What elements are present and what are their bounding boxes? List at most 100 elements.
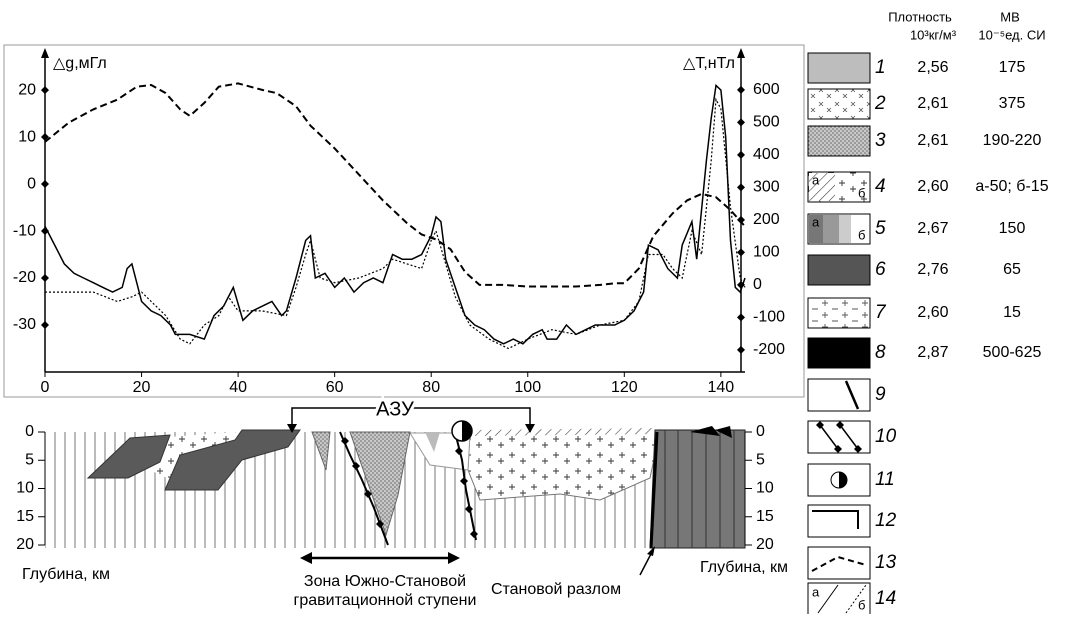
legend-header: Плотность — [888, 9, 952, 24]
y-axis-label: △g,мГл — [53, 55, 107, 72]
y-tick — [41, 321, 49, 330]
swatch-part — [839, 424, 859, 450]
y-tick — [41, 180, 49, 189]
depth-tick-label: 5 — [25, 451, 34, 468]
legend-mv: 500-625 — [983, 344, 1042, 361]
axis-arrow — [41, 48, 49, 58]
depth-label: Глубина, км — [22, 566, 110, 583]
swatch-part — [839, 215, 851, 243]
legend-item: 10 — [807, 420, 897, 454]
x-tick-label: 120 — [611, 379, 638, 396]
swatch-part — [844, 380, 860, 410]
legend-header: МВ — [1000, 9, 1020, 24]
legend-mv: 190-220 — [983, 132, 1042, 149]
legend-swatch — [807, 88, 871, 120]
y2-tick-label: 100 — [753, 244, 780, 261]
legend-number: 5 — [875, 218, 886, 239]
legend-number: 1 — [875, 57, 886, 78]
x-tick-label: 20 — [133, 379, 151, 396]
swatch-sublabel: б — [858, 597, 865, 612]
y2-tick-label: 200 — [753, 211, 780, 228]
legend-number: 13 — [875, 552, 897, 573]
swatch-part — [812, 510, 859, 529]
swatch-part — [854, 445, 862, 453]
swatch-sublabel: а — [812, 172, 820, 187]
swatch-sublabel: а — [812, 214, 820, 229]
zone-label: гравитационной ступени — [294, 592, 477, 609]
legend-number: 14 — [875, 588, 896, 609]
depth-tick-label: 0 — [25, 423, 34, 440]
y2-tick — [737, 118, 745, 127]
legend-mv: 15 — [1003, 304, 1021, 321]
y-tick-label: 20 — [18, 81, 36, 98]
legend-item: 1 2,56 175 — [807, 52, 1026, 84]
legend-density: 2,87 — [917, 344, 948, 361]
y-tick-label: -10 — [13, 222, 36, 239]
legend-swatch — [807, 337, 871, 369]
legend-number: 11 — [875, 469, 895, 490]
legend-swatch — [807, 582, 871, 616]
cross-section — [45, 407, 746, 576]
y2-tick-label: -100 — [753, 309, 785, 326]
legend-number: 3 — [875, 130, 886, 151]
legend-density: 2,67 — [917, 220, 948, 237]
fault-label: Становой разлом — [491, 581, 621, 598]
legend-number: 8 — [875, 342, 886, 363]
legend-number: 12 — [875, 510, 897, 531]
x-tick-label: 80 — [422, 379, 440, 396]
swatch-part — [809, 215, 823, 243]
legend-mv: 150 — [999, 220, 1026, 237]
y2-tick — [737, 345, 745, 354]
y-tick-label: 10 — [18, 128, 36, 145]
legend-item: 13 — [807, 546, 897, 580]
y2-tick — [737, 215, 745, 224]
legend-number: 6 — [875, 259, 886, 280]
depth-tick-label: 15 — [756, 508, 774, 525]
legend-number: 10 — [875, 426, 897, 447]
legend-mv: 175 — [999, 59, 1026, 76]
y2-tick — [737, 85, 745, 94]
y2-tick — [737, 248, 745, 257]
swatch-sublabel: б — [858, 185, 865, 200]
legend-swatch — [807, 254, 871, 286]
legend-density: 2,61 — [917, 132, 948, 149]
legend-swatch — [807, 504, 871, 538]
y2-tick-label: 300 — [753, 179, 780, 196]
legend-mv: а-50; б-15 — [975, 178, 1048, 195]
legend-swatch — [807, 378, 871, 412]
series-line — [44, 82, 746, 288]
y-tick-label: -30 — [13, 316, 36, 333]
axis-arrow — [737, 48, 745, 58]
azu-label: АЗУ — [376, 398, 414, 420]
y-tick-label: -20 — [13, 269, 36, 286]
y2-tick — [737, 183, 745, 192]
swatch-part — [834, 445, 842, 453]
y-tick-label: 0 — [27, 175, 36, 192]
legend-mv: 375 — [999, 95, 1026, 112]
depth-tick-label: 20 — [16, 536, 34, 553]
swatch-sublabel: а — [812, 584, 820, 599]
legend-density: 2,60 — [917, 304, 948, 321]
legend-swatch — [807, 52, 871, 84]
x-tick-label: 0 — [41, 379, 50, 396]
y2-tick-label: -200 — [753, 341, 785, 358]
swatch-part — [839, 472, 847, 488]
legend-item: а б 14 — [807, 582, 896, 616]
legend-swatch — [807, 125, 871, 157]
legend-item: 3 2,61 190-220 — [807, 125, 1042, 157]
depth-tick-label: 0 — [756, 423, 765, 440]
legend-density: 2,60 — [917, 178, 948, 195]
legend-item: 7 2,60 15 — [807, 297, 1021, 329]
depth-tick-label: 5 — [756, 451, 765, 468]
x-tick-label: 40 — [229, 379, 247, 396]
legend-swatch — [807, 297, 871, 329]
swatch-part — [845, 584, 867, 614]
y2-tick — [737, 150, 745, 159]
swatch-part — [817, 584, 839, 614]
legend-density: 2,61 — [917, 95, 948, 112]
legend-mv: 65 — [1003, 261, 1021, 278]
swatch-sublabel: б — [858, 227, 865, 242]
swatch-part — [819, 424, 839, 450]
legend-item: а б 4 2,60 а-50; б-15 — [807, 171, 1049, 203]
